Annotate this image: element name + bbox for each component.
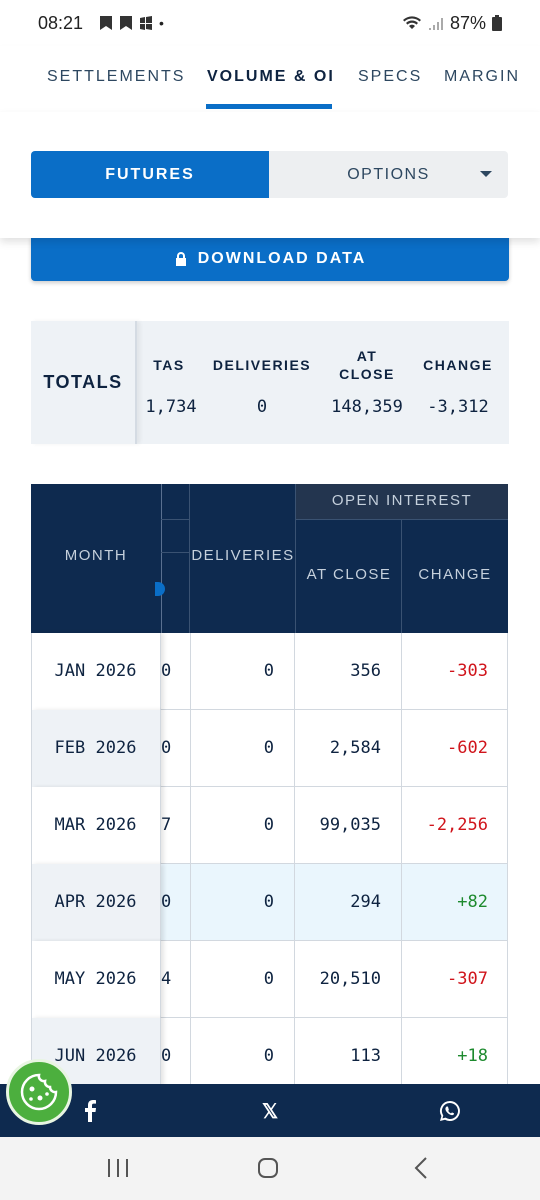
month-cell: MAR 2026 xyxy=(31,787,161,864)
totals-value-deliveries: 0 xyxy=(256,397,268,417)
deliveries-cell: 0 xyxy=(191,1018,295,1084)
windows-icon xyxy=(140,16,153,30)
deliveries-cell: 0 xyxy=(191,710,295,787)
tab-bar: SETTLEMENTS VOLUME & OI SPECS MARGIN xyxy=(0,46,540,112)
back-icon[interactable] xyxy=(410,1157,434,1179)
active-tab-indicator xyxy=(206,104,332,109)
at-close-cell: 2,584 xyxy=(295,710,402,787)
tab-settlements[interactable]: SETTLEMENTS xyxy=(47,68,186,85)
notification-dot-icon: • xyxy=(159,15,164,31)
header-open-interest: OPEN INTEREST xyxy=(331,492,473,509)
clipped-cell: 0 xyxy=(161,633,191,710)
whatsapp-icon[interactable] xyxy=(435,1096,465,1126)
tab-margins[interactable]: MARGIN xyxy=(444,68,520,85)
change-cell: -303 xyxy=(447,661,488,681)
totals-panel: TOTALS TAS DELIVERIES AT CLOSE CHANGE 1,… xyxy=(31,321,509,444)
clipped-cell: 4 xyxy=(161,941,191,1018)
header-divider xyxy=(161,484,162,633)
at-close-cell: 20,510 xyxy=(295,941,402,1018)
table-row[interactable]: FEB 2026 0 0 2,584 -602 xyxy=(31,710,508,787)
download-data-button[interactable]: DOWNLOAD DATA xyxy=(31,236,509,281)
cookie-icon xyxy=(20,1073,58,1111)
at-close-cell: 99,035 xyxy=(295,787,402,864)
at-close-cell: 113 xyxy=(295,1018,402,1084)
month-cell: APR 2026 xyxy=(31,864,161,941)
header-divider xyxy=(401,519,402,633)
deliveries-cell: 0 xyxy=(191,864,295,941)
change-cell: +82 xyxy=(457,892,488,912)
change-cell: -2,256 xyxy=(426,815,488,835)
home-icon[interactable] xyxy=(257,1157,281,1179)
table-row[interactable]: JUN 2026 0 0 113 +18 xyxy=(31,1018,508,1084)
month-cell: FEB 2026 xyxy=(31,710,161,787)
social-share-bar: 𝕏 xyxy=(0,1084,540,1137)
totals-header-at-close: AT CLOSE xyxy=(327,347,407,383)
totals-header-tas: TAS xyxy=(153,357,185,373)
open-interest-band xyxy=(296,484,508,519)
deliveries-cell: 0 xyxy=(191,941,295,1018)
table-row[interactable]: APR 2026 0 0 294 +82 xyxy=(31,864,508,941)
table-row[interactable]: MAY 2026 4 0 20,510 -307 xyxy=(31,941,508,1018)
header-divider xyxy=(189,484,190,633)
status-bar: 08:21 • 87% xyxy=(0,0,540,46)
month-cell: MAY 2026 xyxy=(31,941,161,1018)
header-divider xyxy=(161,552,189,553)
battery-percent: 87% xyxy=(449,12,486,33)
clipped-cell: 0 xyxy=(161,864,191,941)
x-twitter-icon[interactable]: 𝕏 xyxy=(261,1100,279,1123)
bookmark-icon xyxy=(120,16,133,30)
deliveries-cell: 0 xyxy=(191,633,295,710)
totals-header-change: CHANGE xyxy=(423,357,493,373)
totals-value-tas: 1,734 xyxy=(145,397,197,417)
options-dropdown[interactable]: OPTIONS xyxy=(269,151,508,198)
month-cell: JAN 2026 xyxy=(31,633,161,710)
system-nav-bar xyxy=(0,1137,540,1200)
caret-down-icon xyxy=(480,171,492,177)
scroll-hint-icon xyxy=(155,582,165,596)
tab-specs[interactable]: SPECS xyxy=(358,68,423,85)
clock: 08:21 xyxy=(38,12,84,33)
wifi-icon xyxy=(402,16,421,29)
futures-button[interactable]: FUTURES xyxy=(31,151,269,198)
bookmark-icon xyxy=(100,16,113,30)
product-toggle-panel: FUTURES OPTIONS xyxy=(0,112,540,238)
header-deliveries[interactable]: DELIVERIES xyxy=(191,547,295,564)
at-close-cell: 294 xyxy=(295,864,402,941)
table-header: MONTH DELIVERIES OPEN INTEREST AT CLOSE … xyxy=(31,484,508,633)
clipped-cell: 0 xyxy=(161,1018,191,1084)
change-cell: +18 xyxy=(457,1046,488,1066)
header-month[interactable]: MONTH xyxy=(64,547,128,564)
cookie-settings-button[interactable] xyxy=(6,1059,72,1125)
header-divider xyxy=(161,519,189,520)
header-at-close[interactable]: AT CLOSE xyxy=(306,566,392,583)
at-close-cell: 356 xyxy=(295,633,402,710)
totals-header-deliveries: DELIVERIES xyxy=(212,357,312,373)
totals-header-at: AT xyxy=(356,348,378,364)
header-divider xyxy=(295,484,296,633)
table-row[interactable]: MAR 2026 7 0 99,035 -2,256 xyxy=(31,787,508,864)
change-cell: -602 xyxy=(447,738,488,758)
facebook-icon[interactable] xyxy=(75,1096,105,1126)
clipped-cell: 7 xyxy=(161,787,191,864)
battery-icon xyxy=(492,15,502,31)
table-row[interactable]: JAN 2026 0 0 356 -303 xyxy=(31,633,508,710)
signal-icon xyxy=(428,18,443,30)
totals-value-change: -3,312 xyxy=(427,397,489,417)
clipped-cell: 0 xyxy=(161,710,191,787)
download-data-label: DOWNLOAD DATA xyxy=(197,249,367,267)
totals-label: TOTALS xyxy=(31,321,137,444)
totals-header-close: CLOSE xyxy=(339,366,395,382)
totals-value-at-close: 148,359 xyxy=(331,397,403,417)
recent-apps-icon[interactable] xyxy=(106,1157,130,1179)
header-change[interactable]: CHANGE xyxy=(418,566,492,583)
options-label: OPTIONS xyxy=(347,166,430,183)
volume-oi-table: MONTH DELIVERIES OPEN INTEREST AT CLOSE … xyxy=(31,484,508,1084)
tab-volume-oi[interactable]: VOLUME & OI xyxy=(207,68,335,85)
change-cell: -307 xyxy=(447,969,488,989)
lock-icon xyxy=(175,251,186,266)
deliveries-cell: 0 xyxy=(191,787,295,864)
header-divider xyxy=(296,519,508,520)
